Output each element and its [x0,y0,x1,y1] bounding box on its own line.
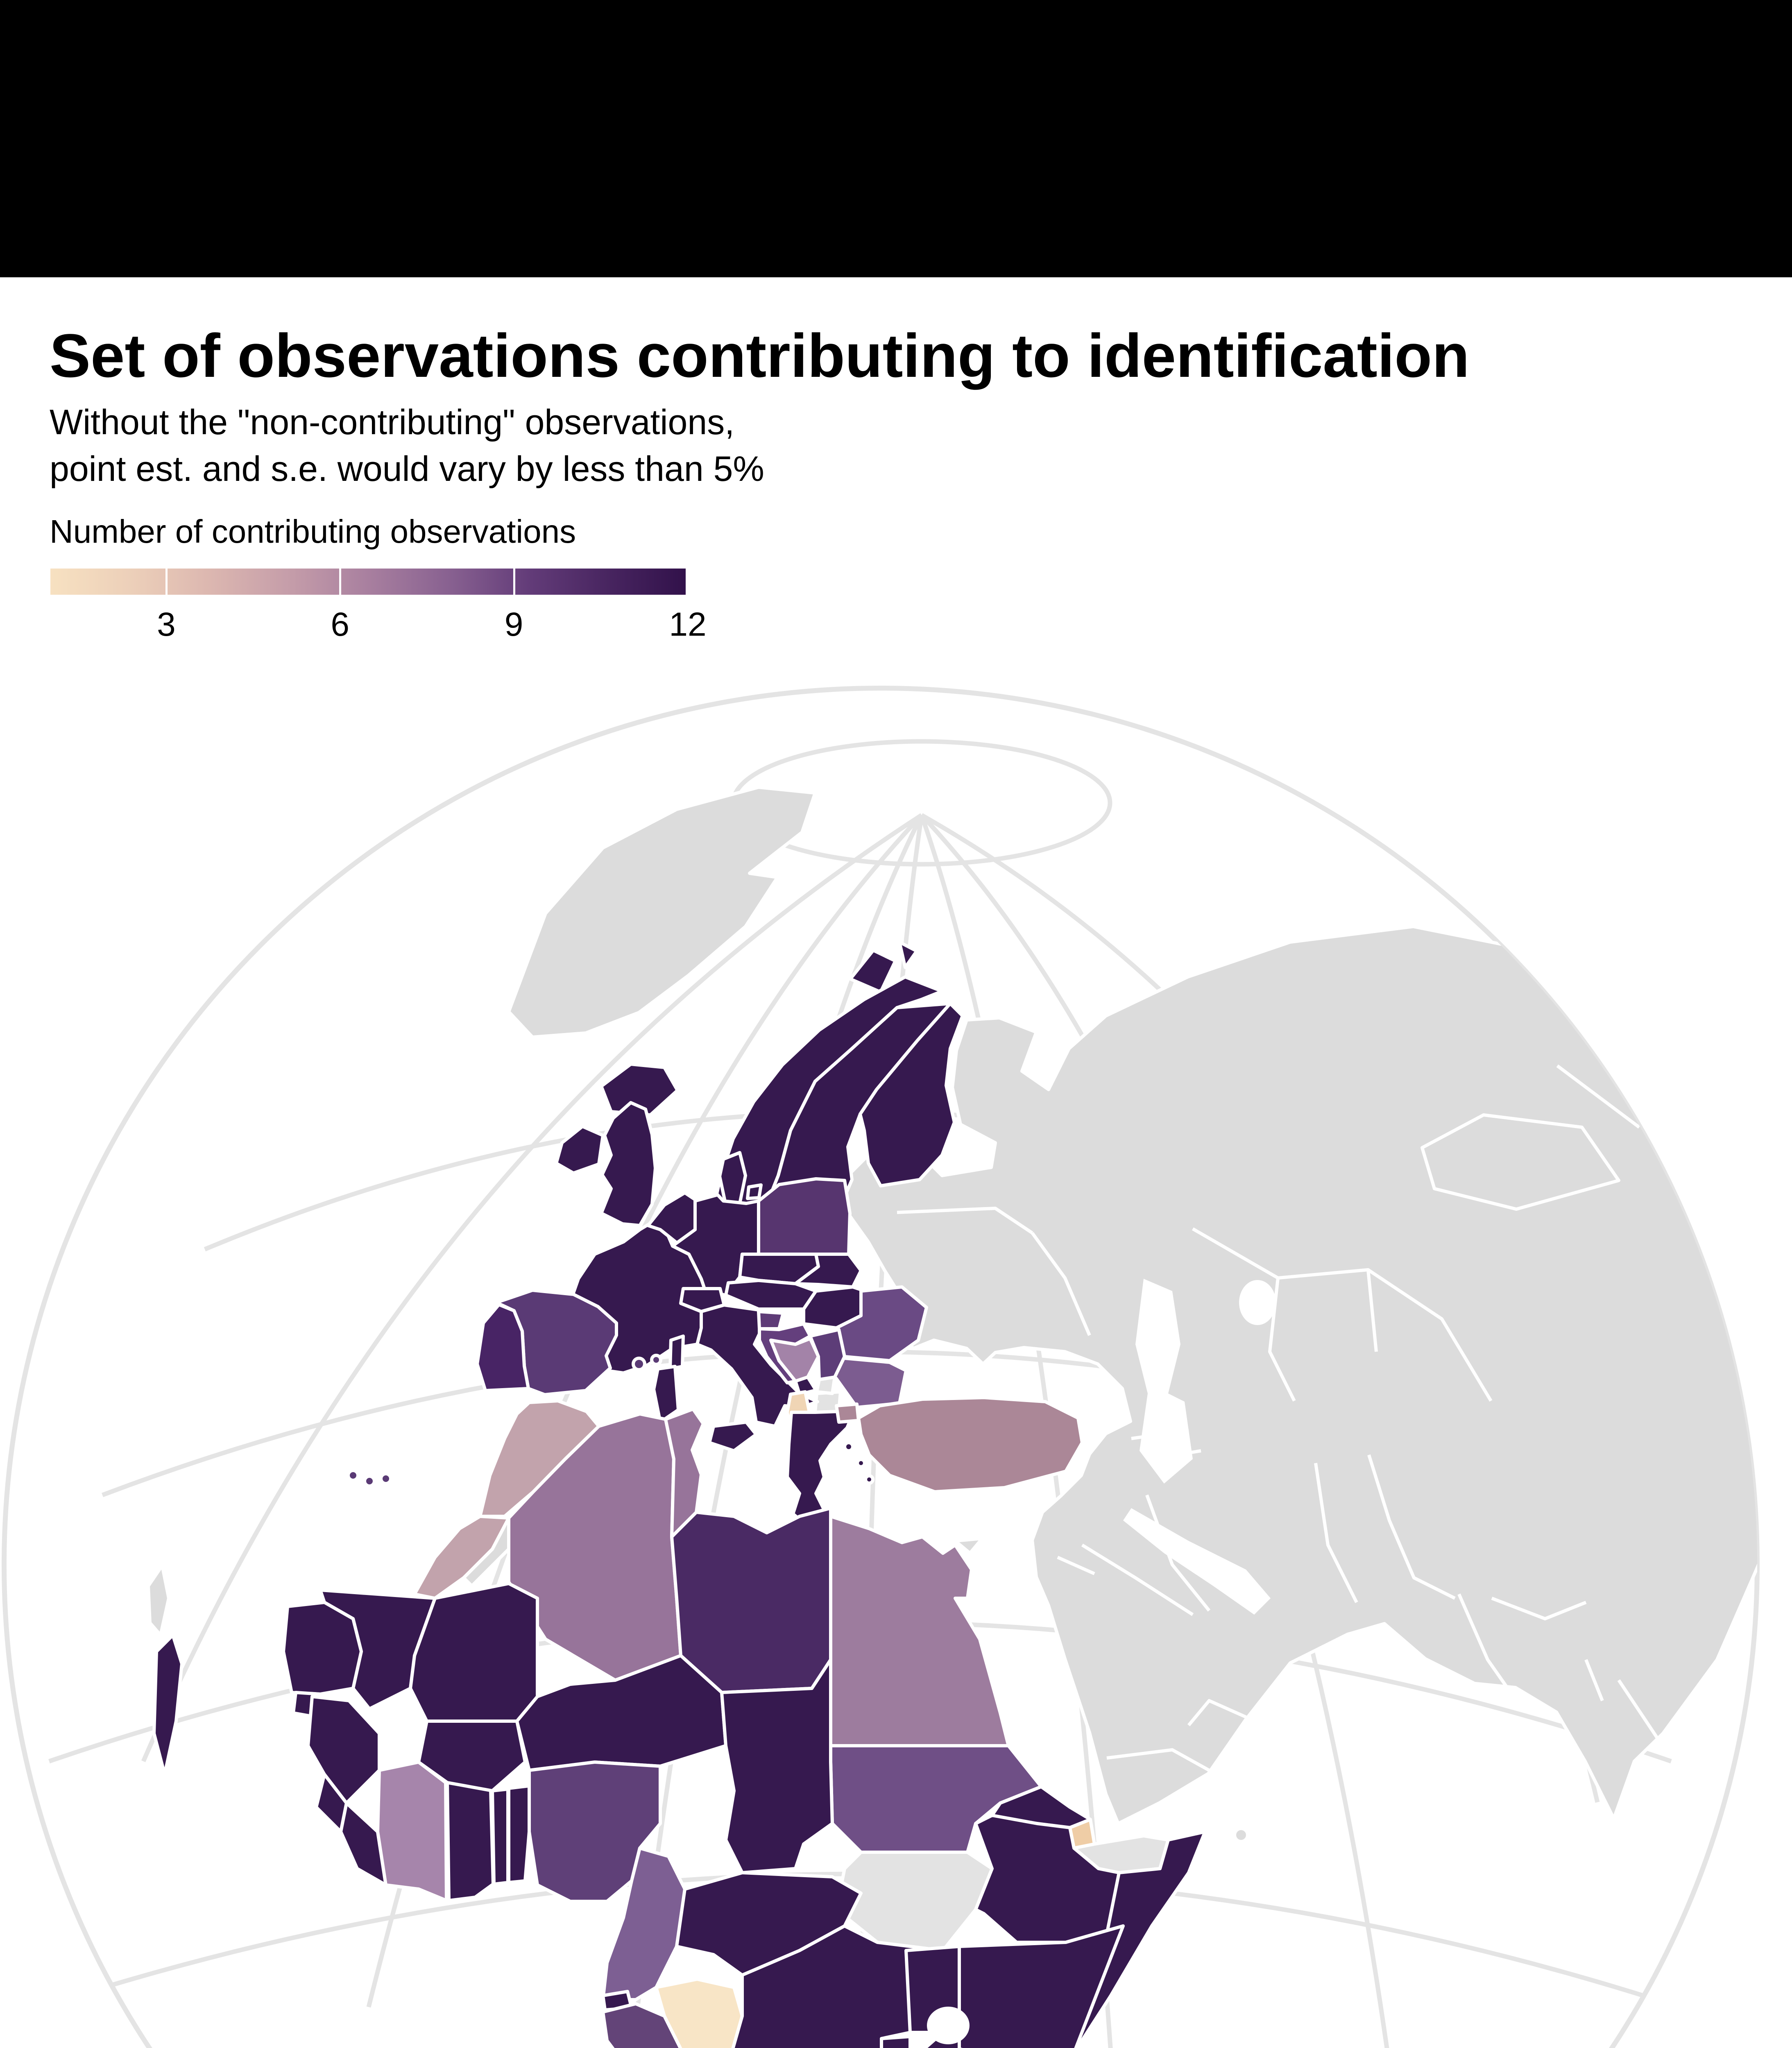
legend-tick-label: 9 [504,606,523,643]
island-canary [379,1472,392,1485]
country-cameroon [601,1846,686,2001]
country-ireland [555,1125,605,1175]
legend-title: Number of contributing observations [50,513,576,550]
country-svalbard [849,940,918,994]
country-togo [491,1787,510,1886]
country-montenegro [794,1375,818,1396]
legend-tick-label: 6 [331,606,349,643]
caspian-sea [1135,1279,1193,1484]
legend-tick-label: 3 [157,606,176,643]
graticule-meridian [141,813,923,1763]
country-slovenia [757,1310,785,1330]
country-guinea [306,1695,381,1805]
island-socotra [1233,1827,1249,1843]
country-french-guiana [152,1633,184,1776]
subtitle-line-2: point est. and s.e. would vary by less t… [50,449,764,489]
island-aegean [856,1458,866,1468]
landmass-eurasia-nodata [842,925,1757,1825]
country-gabon [601,2002,699,2048]
country-united-kingdom [600,1101,657,1227]
choropleth-countries [152,940,1207,2048]
island-sardinia [652,1365,680,1424]
island-balearics [650,1354,662,1366]
page-title: Set of observations contributing to iden… [50,321,1470,390]
country-slovakia [794,1253,863,1289]
south-america-limb-nodata [147,1564,170,1637]
world-globe-map [2,686,1760,2048]
country-somalia [1064,1830,1207,2048]
persian-gulf [1123,1508,1271,1615]
country-portugal [476,1303,530,1392]
country-chad [720,1658,834,1874]
country-cyprus [954,1537,984,1555]
country-rwanda [880,2035,912,2048]
legend-tickmark [165,569,168,595]
legend-tickmark [686,569,688,595]
country-egypt [829,1515,1010,1747]
legend-tick-label: 12 [669,606,707,643]
subtitle-line-1: Without the "non-contributing" observati… [50,403,735,442]
no-data-landmass [147,786,1757,1952]
country-tunisia [664,1407,705,1538]
turkey-thrace [835,1402,860,1424]
country-poland [757,1177,852,1256]
country-turkey [835,1396,1084,1493]
country-senegal [282,1601,363,1696]
country-burkina-faso [417,1720,527,1792]
island-canary [347,1469,360,1482]
aral-sea [1239,1280,1276,1325]
country-morocco [478,1399,600,1518]
legend-tick-labels: 3 6 9 12 [50,605,707,643]
island-aegean [864,1474,874,1485]
african-lakes [927,2007,970,2044]
island-canary [363,1475,376,1488]
country-benin [507,1784,531,1884]
inland-water [1123,1279,1276,1615]
no-data-internal-borders [872,1064,1661,1772]
country-spain [347,1289,662,1488]
country-cote-divoire [376,1760,448,1902]
country-greenland [507,786,817,1039]
country-liberia [339,1801,387,1887]
country-denmark [718,1151,763,1205]
legend-tickmark [513,569,515,595]
country-kenya [958,1924,1125,2048]
island-corsica [668,1334,685,1371]
country-ghana [446,1781,495,1902]
subtitle: Without the "non-contributing" observati… [50,399,764,492]
lake-victoria [927,2007,970,2044]
island-sicily [708,1420,758,1452]
island-balearics [632,1357,646,1371]
letterbox-top [0,0,1792,277]
country-congo [655,1978,744,2048]
country-libya [670,1507,832,1694]
legend-tickmark [339,569,342,595]
country-iceland [600,1063,679,1117]
island-aegean [843,1441,854,1452]
legend-gradient-bar [50,569,688,595]
country-finland [859,1002,964,1187]
